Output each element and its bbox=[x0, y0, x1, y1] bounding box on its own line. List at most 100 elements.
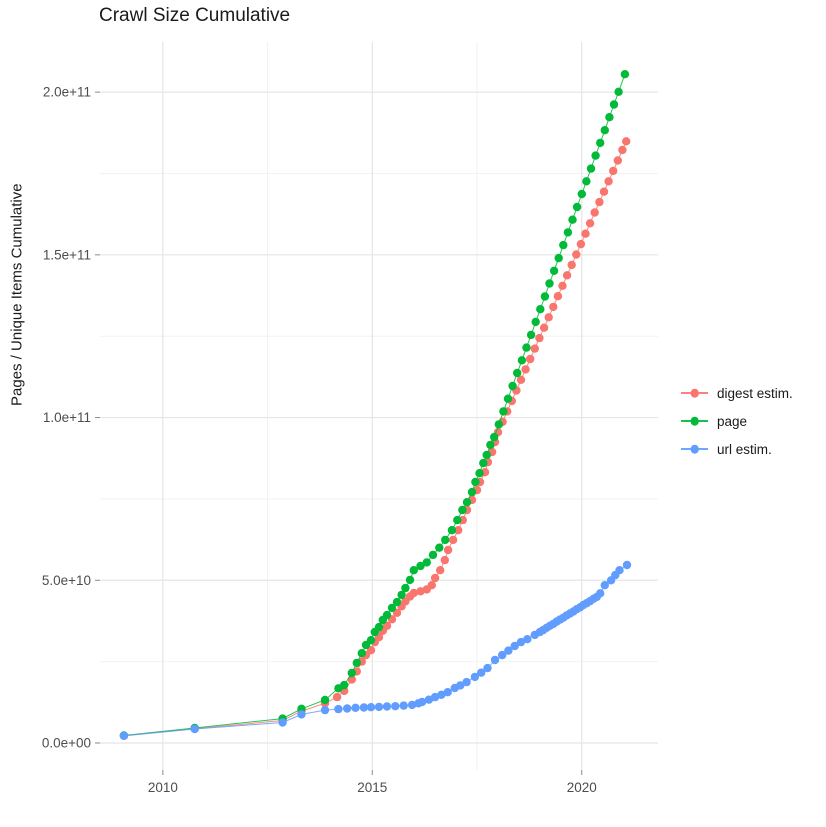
data-point bbox=[470, 672, 480, 682]
y-tick-label: 2.0e+11 bbox=[43, 85, 91, 100]
data-point bbox=[499, 407, 508, 416]
data-point bbox=[409, 566, 418, 575]
data-point bbox=[467, 487, 477, 497]
data-point bbox=[522, 343, 531, 352]
data-point bbox=[458, 505, 467, 515]
data-point bbox=[366, 646, 376, 655]
data-point bbox=[382, 621, 392, 630]
data-point bbox=[521, 365, 530, 374]
data-point bbox=[544, 313, 553, 322]
data-point bbox=[440, 555, 449, 565]
x-tick-labels: 2010 2015 2020 bbox=[148, 780, 597, 795]
data-point bbox=[428, 550, 438, 560]
data-point bbox=[443, 545, 453, 555]
legend-label: page bbox=[717, 413, 748, 429]
data-point bbox=[526, 330, 536, 340]
x-tick-label: 2015 bbox=[357, 780, 387, 795]
data-point bbox=[582, 177, 591, 186]
legend-key-page-icon bbox=[681, 415, 708, 427]
data-point bbox=[622, 137, 631, 146]
data-point bbox=[340, 680, 349, 690]
series-url-estim bbox=[119, 560, 632, 740]
data-point bbox=[441, 535, 450, 545]
data-point bbox=[615, 566, 624, 575]
data-point bbox=[508, 381, 517, 391]
data-point bbox=[366, 703, 376, 712]
data-point bbox=[454, 526, 463, 535]
data-point bbox=[382, 610, 392, 620]
data-point bbox=[535, 333, 544, 343]
data-point bbox=[475, 469, 484, 478]
data-point bbox=[530, 344, 539, 353]
data-point bbox=[490, 432, 499, 442]
data-point bbox=[351, 703, 360, 712]
data-point bbox=[343, 704, 352, 713]
data-point bbox=[443, 688, 452, 697]
data-point bbox=[536, 305, 545, 314]
data-point bbox=[486, 440, 495, 450]
data-point bbox=[590, 208, 599, 217]
y-axis-ticks bbox=[95, 91, 100, 744]
data-point bbox=[600, 581, 609, 590]
data-point bbox=[352, 658, 361, 668]
data-point bbox=[599, 187, 609, 196]
data-point bbox=[119, 731, 129, 740]
data-point bbox=[477, 668, 486, 677]
data-point bbox=[490, 655, 500, 665]
data-point bbox=[613, 156, 622, 165]
y-tick-labels: 0.0e+00 5.0e+10 1.0e+11 1.5e+11 2.0e+11 bbox=[42, 85, 91, 751]
data-point bbox=[503, 394, 513, 403]
data-point bbox=[422, 558, 431, 567]
data-point bbox=[320, 705, 330, 715]
data-point bbox=[456, 681, 465, 690]
data-point bbox=[427, 581, 436, 590]
data-point bbox=[563, 228, 573, 237]
y-tick-label: 1.5e+11 bbox=[43, 247, 91, 262]
data-point bbox=[347, 668, 356, 678]
data-point bbox=[483, 663, 492, 673]
data-point bbox=[554, 253, 563, 263]
y-tick-label: 1.0e+11 bbox=[43, 410, 91, 425]
data-point bbox=[405, 575, 415, 585]
data-point bbox=[516, 637, 526, 647]
grid-minor bbox=[100, 42, 658, 770]
x-tick-label: 2010 bbox=[148, 780, 178, 795]
data-point bbox=[453, 515, 462, 525]
data-point bbox=[297, 710, 306, 719]
y-tick-label: 5.0e+10 bbox=[42, 573, 91, 588]
data-point bbox=[447, 526, 457, 535]
data-point bbox=[620, 70, 630, 79]
data-point bbox=[523, 635, 532, 644]
data-point bbox=[435, 543, 444, 552]
data-point bbox=[366, 636, 376, 645]
data-point bbox=[482, 450, 491, 460]
y-tick-label: 0.0e+00 bbox=[42, 735, 91, 750]
series-page bbox=[119, 70, 630, 740]
series-line bbox=[123, 141, 627, 737]
data-point bbox=[437, 690, 446, 699]
data-point bbox=[559, 240, 568, 250]
data-point bbox=[382, 702, 392, 711]
data-point bbox=[576, 239, 586, 249]
data-point bbox=[430, 573, 440, 583]
data-point bbox=[510, 641, 519, 651]
data-point bbox=[609, 166, 618, 176]
data-point bbox=[596, 589, 605, 598]
data-point bbox=[549, 302, 558, 312]
data-point bbox=[399, 701, 408, 710]
data-point bbox=[605, 113, 614, 122]
data-point bbox=[618, 145, 627, 155]
data-point bbox=[359, 703, 369, 712]
data-point bbox=[374, 702, 384, 712]
legend-label: url estim. bbox=[717, 441, 772, 457]
data-point bbox=[577, 189, 586, 199]
data-point bbox=[391, 702, 400, 711]
data-point bbox=[539, 323, 549, 332]
legend-key-digest-icon bbox=[681, 387, 708, 399]
data-point bbox=[462, 677, 471, 687]
data-point bbox=[516, 375, 526, 384]
data-point bbox=[517, 356, 527, 365]
data-point bbox=[409, 588, 418, 598]
data-point bbox=[604, 177, 613, 186]
